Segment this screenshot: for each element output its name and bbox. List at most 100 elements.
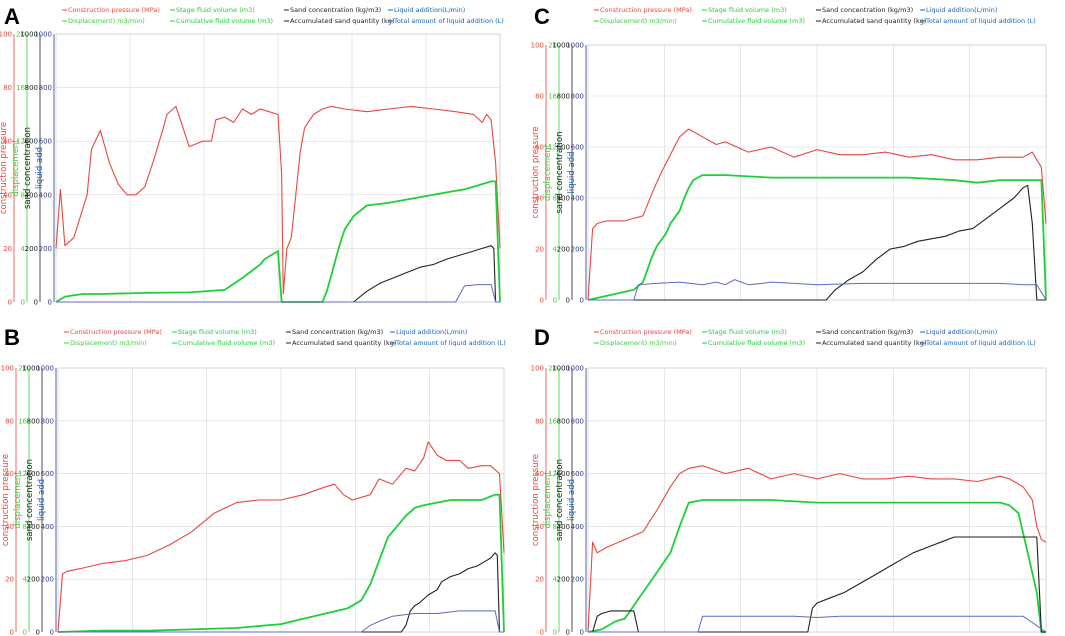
tick-label: 400 — [39, 191, 52, 199]
tick-label: 8 — [553, 195, 557, 203]
legend-label: Cumulative fluid volume (m3) — [708, 17, 805, 25]
legend-label: Cumulative fluid volume (m3) — [176, 17, 273, 25]
tick-label: 400 — [571, 523, 584, 531]
tick-label: 400 — [41, 523, 54, 531]
legend: Construction pressure (MPa) Displacement)… — [594, 328, 1036, 347]
series-line-liquid — [58, 610, 504, 633]
tick-label: 400 — [557, 195, 570, 203]
tick-label: 800 — [41, 417, 54, 425]
tick-label: 12 — [548, 144, 557, 152]
tick-label: 1000 — [552, 42, 570, 50]
tick-label: 600 — [27, 470, 40, 478]
tick-label: 20 — [535, 246, 544, 254]
legend-item: Displacement) m3/min) — [62, 17, 145, 25]
tick-label: 16 — [548, 93, 557, 101]
legend-label: Total amount of liquid addition (L) — [925, 17, 1036, 25]
tick-label: 1000 — [36, 365, 54, 373]
y-axis-title-sand: sand concentration — [23, 127, 33, 209]
tick-label: 800 — [39, 84, 52, 92]
series-line-fluid — [55, 180, 501, 303]
tick-label: 200 — [571, 246, 584, 254]
tick-label: 1000 — [566, 42, 584, 50]
legend-label: Total amount of liquid addition (L) — [925, 339, 1036, 347]
series-line-pressure — [55, 105, 501, 295]
tick-label: 0 — [540, 297, 544, 305]
legend-item: Construction pressure (MPa) — [64, 328, 162, 336]
legend-item: Liquid addition(L/min) — [388, 6, 465, 14]
y-axis-liquid: 0 200 400 600 800 1000 — [566, 42, 587, 305]
y-axis-title-pressure: construction pressure — [1, 454, 11, 546]
series-line-fluid — [587, 499, 1046, 633]
tick-label: 4 — [23, 576, 28, 584]
tick-label: 400 — [27, 523, 40, 531]
plot-frame — [587, 367, 1047, 633]
tick-label: 200 — [41, 576, 54, 584]
tick-label: 1000 — [34, 31, 52, 39]
tick-label: 40 — [5, 523, 14, 531]
chart-panel-b: B Construction pressure (MPa) Displacement… — [1, 325, 506, 636]
tick-label: 12 — [18, 470, 27, 478]
tick-label: 0 — [36, 629, 40, 636]
legend-item: Accumulated sand quantity (kg) — [284, 17, 394, 25]
y-axis-title-liquid: liquid add — [567, 152, 577, 194]
legend-label: Liquid addition(L/min) — [394, 6, 465, 14]
tick-label: 100 — [531, 42, 544, 50]
tick-label: 80 — [3, 84, 12, 92]
chart-panel-c: C Construction pressure (MPa) Displacement… — [531, 4, 1047, 305]
legend-label: Total amount of liquid addition (L) — [393, 17, 504, 25]
tick-label: 20 — [548, 365, 557, 373]
y-axis-title-displacement: displacement — [543, 471, 553, 529]
y-axis-pressure: 0 20 40 60 80 100 — [1, 365, 17, 636]
legend: Construction pressure (MPa) Displacement)… — [64, 328, 506, 347]
y-axis-pressure: 0 20 40 60 80 100 — [0, 31, 15, 307]
gridlines — [587, 44, 1047, 301]
tick-label: 200 — [27, 576, 40, 584]
legend-item: Total amount of liquid addition (L) — [920, 339, 1036, 347]
legend-item: Construction pressure (MPa) — [62, 6, 160, 14]
legend-item: Sand concentration (kg/m3) — [284, 6, 381, 14]
legend-label: Sand concentration (kg/m3) — [822, 6, 913, 14]
tick-label: 600 — [557, 144, 570, 152]
tick-label: 16 — [18, 417, 27, 425]
legend: Construction pressure (MPa) Displacement)… — [62, 6, 504, 25]
y-axis-title-liquid: liquid add — [567, 479, 577, 521]
tick-label: 1000 — [22, 365, 40, 373]
legend-item: Stage fluid volume (m3) — [172, 328, 257, 336]
tick-label: 20 — [18, 365, 27, 373]
legend-label: Construction pressure (MPa) — [600, 328, 692, 336]
legend-item: Sand concentration (kg/m3) — [816, 6, 913, 14]
y-axis-sand: 0 200 400 600 800 1000 — [552, 42, 573, 305]
y-axis-title-displacement: displacement — [13, 471, 23, 529]
tick-label: 800 — [25, 84, 38, 92]
tick-label: 20 — [3, 245, 12, 253]
tick-label: 400 — [25, 191, 38, 199]
legend: Construction pressure (MPa) Displacement)… — [594, 6, 1036, 25]
y-axis-sand: 0 200 400 600 800 1000 — [20, 31, 41, 307]
legend-label: Stage fluid volume (m3) — [176, 6, 255, 14]
legend-label: Sand concentration (kg/m3) — [822, 328, 913, 336]
legend-item: Liquid addition(L/min) — [920, 328, 997, 336]
tick-label: 400 — [557, 523, 570, 531]
y-axis-liquid: 0 200 400 600 800 1000 — [566, 365, 587, 636]
legend-item: Cumulative fluid volume (m3) — [702, 17, 805, 25]
series-line-fluid — [57, 493, 505, 633]
tick-label: 4 — [21, 245, 26, 253]
tick-label: 1000 — [20, 31, 38, 39]
tick-label: 800 — [557, 93, 570, 101]
legend-label: Displacement) m3/min) — [600, 339, 677, 347]
tick-label: 0 — [21, 299, 25, 307]
tick-label: 12 — [16, 138, 25, 146]
tick-label: 0 — [8, 299, 12, 307]
legend-label: Displacement) m3/min) — [600, 17, 677, 25]
legend-label: Stage fluid volume (m3) — [178, 328, 257, 336]
tick-label: 80 — [535, 417, 544, 425]
tick-label: 0 — [48, 299, 52, 307]
tick-label: 600 — [41, 470, 54, 478]
tick-label: 600 — [571, 470, 584, 478]
tick-label: 0 — [23, 629, 27, 636]
chart-panel-a: A Construction pressure (MPa) Displacement… — [0, 4, 504, 307]
tick-label: 800 — [557, 417, 570, 425]
legend-item: Cumulative fluid volume (m3) — [702, 339, 805, 347]
chart-panel-d: D Construction pressure (MPa) Displacement… — [531, 325, 1047, 636]
